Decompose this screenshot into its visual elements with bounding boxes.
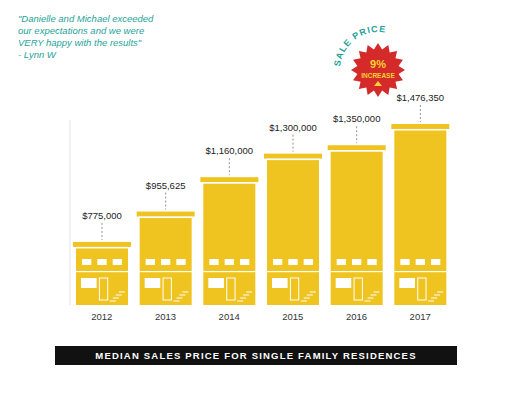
- svg-text:2013: 2013: [155, 311, 176, 322]
- svg-text:$775,000: $775,000: [82, 210, 122, 221]
- svg-text:INCREASE: INCREASE: [361, 72, 395, 79]
- svg-text:$1,300,000: $1,300,000: [269, 122, 317, 133]
- svg-text:2017: 2017: [410, 311, 431, 322]
- svg-text:"Danielle and Michael exceeded: "Danielle and Michael exceeded: [18, 13, 154, 24]
- svg-text:VERY happy with the results": VERY happy with the results": [18, 37, 142, 48]
- svg-text:$955,625: $955,625: [146, 180, 186, 191]
- svg-text:SALE PRICE: SALE PRICE: [332, 24, 387, 67]
- svg-text:$1,350,000: $1,350,000: [333, 113, 381, 124]
- svg-text:MEDIAN SALES PRICE FOR SINGLE: MEDIAN SALES PRICE FOR SINGLE FAMILY RES…: [95, 350, 416, 361]
- svg-text:2016: 2016: [346, 311, 367, 322]
- svg-text:our expectations and we were: our expectations and we were: [18, 25, 144, 36]
- svg-text:2015: 2015: [282, 311, 303, 322]
- svg-text:2014: 2014: [219, 311, 240, 322]
- svg-text:2012: 2012: [91, 311, 112, 322]
- svg-text:$1,160,000: $1,160,000: [206, 145, 254, 156]
- svg-text:9%: 9%: [370, 58, 386, 70]
- svg-text:- Lynn W: - Lynn W: [18, 49, 57, 60]
- svg-text:$1,476,350: $1,476,350: [397, 92, 445, 103]
